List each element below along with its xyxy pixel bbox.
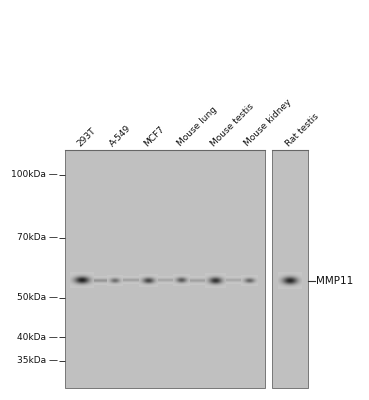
Text: 50kDa —: 50kDa —	[17, 293, 58, 302]
Text: MCF7: MCF7	[142, 124, 166, 148]
Text: 100kDa —: 100kDa —	[11, 170, 58, 179]
Text: 35kDa —: 35kDa —	[17, 356, 58, 365]
Text: MMP11: MMP11	[316, 276, 354, 286]
Text: 70kDa —: 70kDa —	[17, 234, 58, 242]
Text: Mouse kidney: Mouse kidney	[242, 98, 293, 148]
Bar	[272, 150, 308, 388]
Text: 293T: 293T	[75, 126, 97, 148]
Text: Mouse lung: Mouse lung	[175, 105, 218, 148]
Text: A-549: A-549	[108, 123, 133, 148]
Bar	[65, 150, 265, 388]
Text: Rat testis: Rat testis	[284, 112, 320, 148]
Text: Mouse testis: Mouse testis	[209, 102, 255, 148]
Text: 40kDa —: 40kDa —	[17, 332, 58, 342]
